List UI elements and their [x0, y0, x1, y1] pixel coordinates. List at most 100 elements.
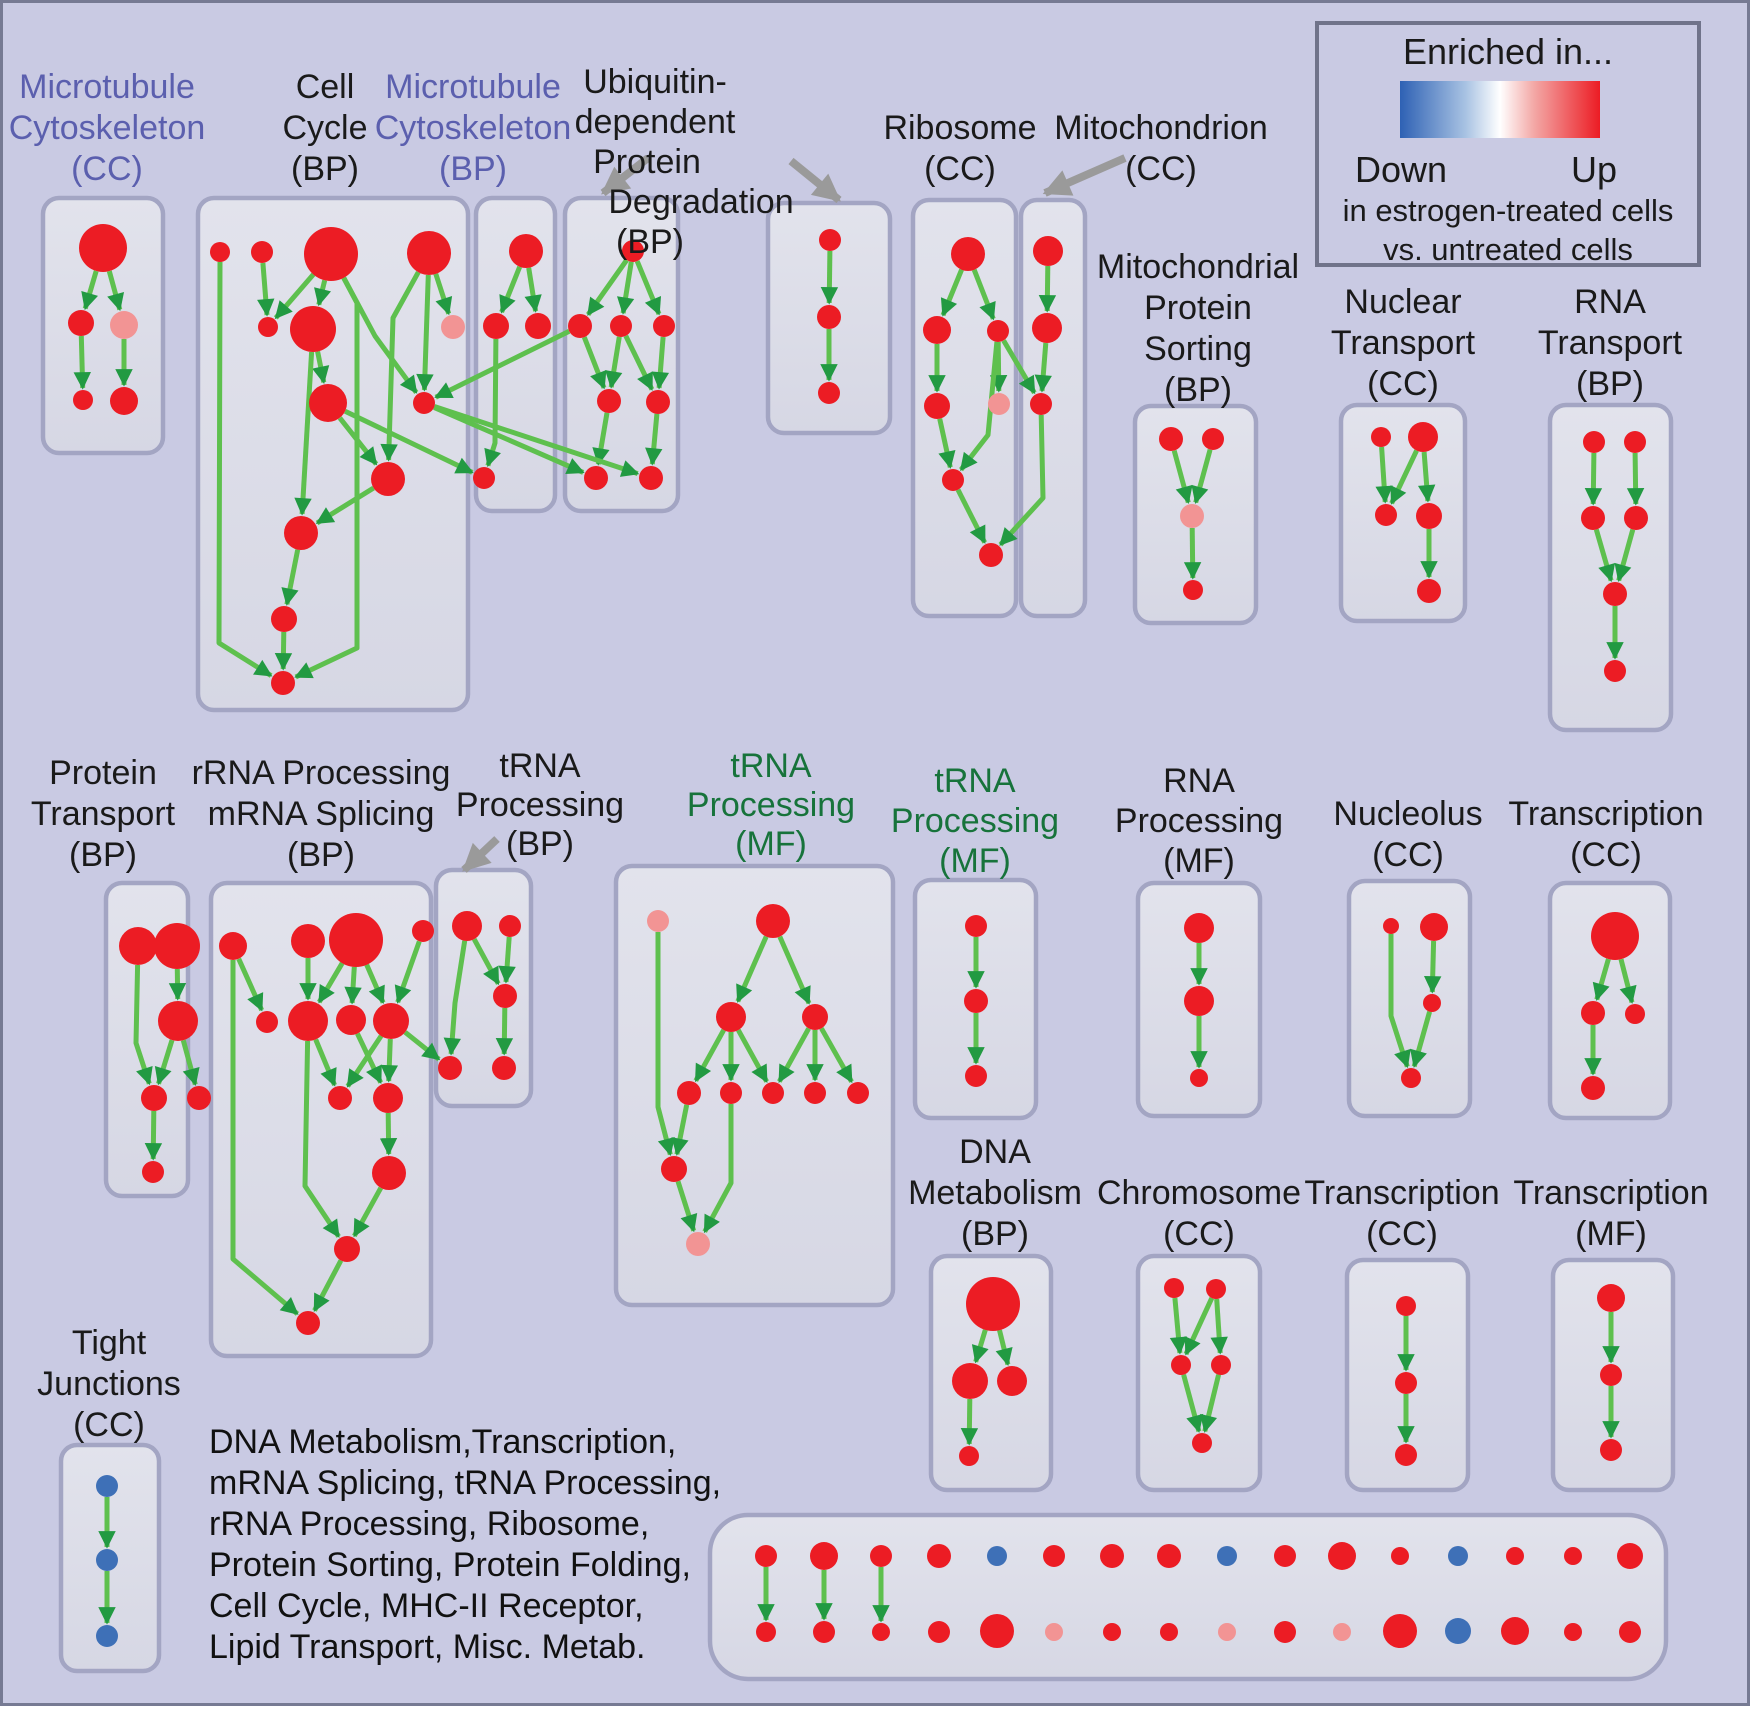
- node-mito-t: [1033, 236, 1063, 266]
- node-chr-mr: [1211, 1355, 1231, 1375]
- edge-rt-3: [1614, 528, 1636, 583]
- edge-mt_cc-1: [106, 270, 125, 312]
- node-rt-mr: [1624, 506, 1648, 530]
- edge-cc-0: [216, 261, 273, 678]
- edge-pt-2: [154, 1039, 175, 1086]
- label-transcription-cc-mid: Transcription (CC): [1508, 795, 1703, 874]
- label-microtubule-cytoskeleton-bp: Microtubule Cytoskeleton (BP): [375, 68, 572, 188]
- cluster-box-mito: [1018, 197, 1088, 619]
- node-nuc-b: [1401, 1068, 1421, 1088]
- label-rna-processing-mf: RNA Processing (MF): [1115, 762, 1283, 880]
- callout-arrows: [461, 154, 1127, 873]
- node-rrna-b: [296, 1311, 320, 1335]
- node-wide-b8: [1218, 1623, 1236, 1641]
- node-wide-t4: [987, 1546, 1007, 1566]
- node-trna_mf-pb: [686, 1232, 710, 1256]
- callout-arrow-3: [461, 836, 500, 873]
- edge-nuc-0: [1388, 934, 1411, 1069]
- edge-ubq2-0: [820, 250, 839, 305]
- edges: [73, 250, 1645, 1625]
- node-rrna-n2: [291, 924, 325, 958]
- node-mt_cc-t: [79, 224, 127, 272]
- edge-chr-1: [1183, 1297, 1215, 1356]
- edge-mt_cc-0: [81, 270, 99, 311]
- node-pt-bl: [141, 1085, 167, 1111]
- label-transcription-cc-bottom: Transcription (CC): [1304, 1174, 1499, 1253]
- label-ubiquitin-dependent-protein-degradation-bp: Ubiquitin-dependent Protein Degradation (BP…: [575, 63, 794, 261]
- node-mt_bp-cr: [525, 313, 551, 339]
- edge-ubq-0: [586, 258, 629, 317]
- edge-rrna-1: [230, 960, 300, 1316]
- node-rrna-p1: [328, 1086, 352, 1110]
- node-tcc-ml: [1581, 1001, 1605, 1025]
- node-dnam-ml: [952, 1363, 988, 1399]
- node-cc-g: [290, 306, 336, 352]
- node-rib-l2: [924, 393, 950, 419]
- node-wide-t1: [810, 1542, 838, 1570]
- label-microtubule-cytoskeleton-cc: Microtubule Cytoskeleton (CC): [9, 68, 206, 188]
- edge-mt_bp-2: [484, 338, 501, 468]
- edge-cc-8: [380, 270, 421, 462]
- node-pt-t2: [154, 923, 200, 969]
- node-rib-t: [951, 237, 985, 271]
- node-tcc2-b: [1395, 1444, 1417, 1466]
- label-trna-processing-mf-1: tRNA Processing (MF): [687, 747, 855, 863]
- edge-ubq-6: [651, 336, 670, 390]
- node-mt_cc-bl: [73, 390, 93, 410]
- node-cc-k: [284, 516, 318, 550]
- node-wide-t10: [1328, 1542, 1356, 1570]
- edge-cross-6: [403, 1030, 441, 1062]
- node-mito-m: [1032, 313, 1062, 343]
- node-wide-t3: [927, 1544, 951, 1568]
- node-nuc-mr: [1423, 994, 1441, 1012]
- node-wide-b6: [1103, 1623, 1121, 1641]
- cluster-box-rt: [1547, 402, 1674, 733]
- edge-mts-1: [1191, 448, 1213, 505]
- label-nucleolus-cc: Nucleolus (CC): [1333, 795, 1482, 874]
- node-rrna-m2: [288, 1001, 328, 1041]
- edge-trna_mf-10: [702, 1104, 734, 1234]
- node-wide-t6: [1100, 1544, 1124, 1568]
- edge-tcc-1: [1618, 958, 1637, 1004]
- node-ubq-r2a: [568, 314, 592, 338]
- node-tcc-mr: [1625, 1004, 1645, 1024]
- node-wide-b2: [872, 1623, 890, 1641]
- node-nt-mr: [1416, 503, 1442, 529]
- label-nuclear-transport-cc: Nuclear Transport (CC): [1331, 283, 1476, 403]
- node-cc-b: [251, 241, 273, 263]
- node-dnam-b: [959, 1446, 979, 1466]
- node-mt_bp-cl: [483, 313, 509, 339]
- misc-caption-line: Lipid Transport, Misc. Metab.: [209, 1628, 646, 1666]
- edge-rib-4: [959, 341, 1000, 472]
- edge-rrna-6: [394, 940, 422, 1004]
- node-tcc2-m: [1395, 1372, 1417, 1394]
- node-trna_mf-e2: [847, 1082, 869, 1104]
- edge-ubq-2: [634, 260, 662, 316]
- edge-trna_mf-11: [675, 1180, 698, 1233]
- node-mts-tr: [1202, 428, 1224, 450]
- node-wide-t9: [1274, 1545, 1296, 1567]
- cluster-box-chr: [1135, 1253, 1263, 1493]
- legend-subtitle-line2: vs. untreated cells: [1383, 232, 1633, 267]
- node-wide-b10: [1333, 1623, 1351, 1641]
- node-rrna-p2: [373, 1083, 403, 1113]
- edge-pt-3: [180, 1039, 200, 1087]
- label-rrna-processing-mrna-splicing-bp: rRNA Processing mRNA Splicing (BP): [192, 754, 451, 874]
- node-rna_mf-t: [1184, 913, 1214, 943]
- label-mitochondrion-cc: Mitochondrion (CC): [1054, 109, 1268, 188]
- node-tj-m: [96, 1549, 118, 1571]
- edge-trna_mf-1: [777, 935, 812, 1005]
- node-wide-t5: [1043, 1545, 1065, 1567]
- edge-cc-10: [294, 351, 315, 516]
- edge-cc-1: [257, 262, 275, 317]
- node-nt-b: [1417, 579, 1441, 603]
- edge-ubq-7: [592, 412, 610, 466]
- node-wide-b0: [756, 1622, 776, 1642]
- node-pt-br: [187, 1086, 211, 1110]
- node-trna_bp-tr: [499, 915, 521, 937]
- edge-dnam-1: [995, 1329, 1013, 1367]
- node-wide-t0: [755, 1545, 777, 1567]
- network-diagram: Microtubule Cytoskeleton (CC) Cell Cycle (BP)…: [9, 63, 1709, 1682]
- node-tmf-m: [1600, 1364, 1622, 1386]
- edge-nt-2: [1417, 451, 1436, 503]
